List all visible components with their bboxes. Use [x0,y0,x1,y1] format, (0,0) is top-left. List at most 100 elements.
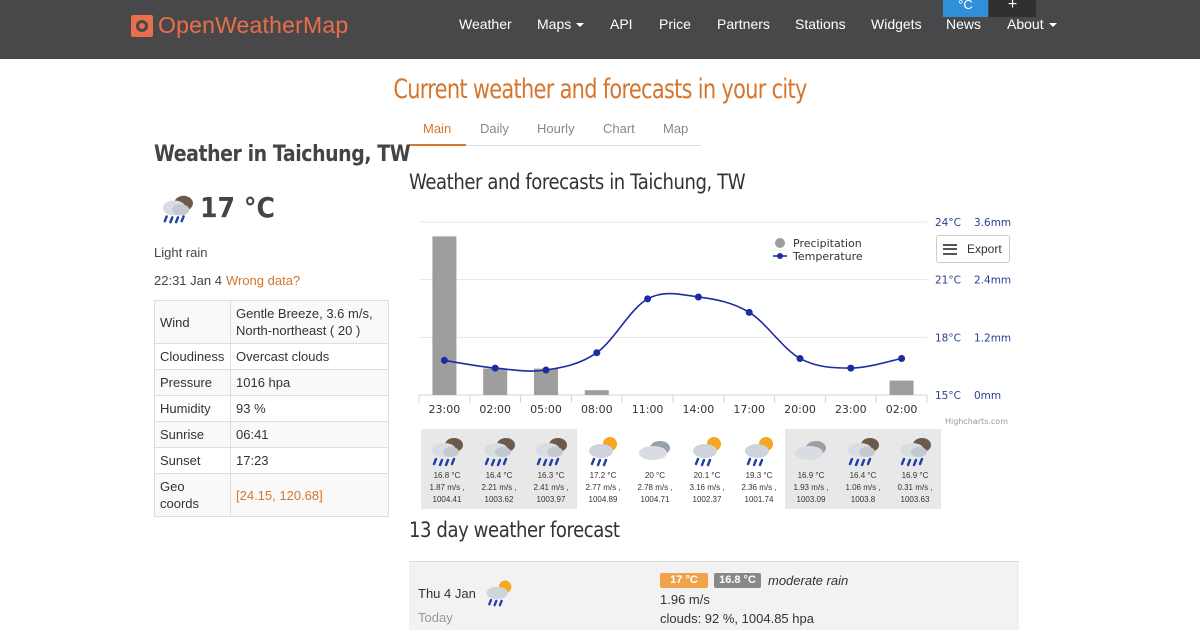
unit-celsius-button[interactable]: °C [943,0,988,17]
tab-daily[interactable]: Daily [480,121,509,136]
view-tabs: Main Daily Hourly Chart Map [409,118,701,146]
cloud-icon [795,441,826,460]
temperature-point[interactable] [644,295,652,303]
weather-params-table: Wind Gentle Breeze, 3.6 m/s, North-northe… [154,300,389,517]
table-row: Sunset 17:23 [154,447,389,474]
min-temp-badge: 16.8 °C [714,573,761,588]
table-row: Geo coords [24.15, 120.68] [154,473,389,517]
nav-about[interactable]: About [1007,16,1057,32]
temperature-point[interactable] [491,364,499,372]
param-value: 93 % [230,395,389,422]
tab-main[interactable]: Main [423,121,452,136]
page-title: Current weather and forecasts in your ci… [393,74,807,105]
day-date: Thu 4 Jan [418,586,476,601]
temperature-point[interactable] [440,356,448,364]
hourly-temp: 20 °C [644,471,666,480]
hourly-temp: 16.8 °C [433,471,461,480]
precipitation-bars [432,236,914,395]
menu-icon [943,243,957,255]
temperature-point[interactable] [796,354,804,362]
hourly-forecast-cell: 16.4 °C 2.21 m/s , 1003.62 [473,429,525,509]
nav-maps[interactable]: Maps [537,16,585,32]
hourly-wind: 2.78 m/s , [637,483,673,492]
chevron-down-icon [1048,23,1057,28]
list-item[interactable]: Thu 4 Jan Today 17 °C 16.8 °C moderate r… [409,561,1019,630]
weather-description: Light rain [154,245,208,260]
temperature-point[interactable] [898,354,906,362]
precipitation-bar[interactable] [584,390,609,395]
legend-temperature[interactable]: Temperature [792,250,863,263]
day-sub-label: Today [418,610,453,625]
rain-cloud-icon [900,438,931,467]
hourly-temp: 19.3 °C [745,471,773,480]
param-value: 17:23 [230,447,389,474]
tab-hourly[interactable]: Hourly [537,121,575,136]
daily-forecast-title: 13 day weather forecast [409,518,620,542]
x-tick-label: 14:00 [683,403,715,416]
x-tick-label: 08:00 [581,403,613,416]
hourly-wind: 1.06 m/s , [845,483,881,492]
unit-toggle-button[interactable]: + [989,0,1036,17]
hourly-forecast-cell: 17.2 °C 2.77 m/s , 1004.89 [577,429,629,509]
top-navbar: OpenWeatherMap Weather Maps API Price Pa… [0,0,1200,59]
temperature-point[interactable] [847,364,855,372]
sun-logo-icon [131,14,153,37]
temperature-point[interactable] [745,308,753,316]
hourly-forecast-cell: 16.3 °C 2.41 m/s , 1003.97 [525,429,577,509]
nav-about-label: About [1007,16,1044,32]
y-axis-labels: 15°C 0mm 18°C 1.2mm 21°C 2.4mm 24°C 3.6mm [935,217,1011,402]
hourly-pressure: 1001.74 [744,495,774,504]
rain-cloud-icon [848,438,879,467]
nav-maps-label: Maps [537,16,572,32]
nav-news[interactable]: News [946,16,982,32]
legend-precipitation[interactable]: Precipitation [793,237,862,250]
rain-cloud-icon [484,438,515,467]
param-key: Geo coords [154,473,231,517]
main-nav: Weather Maps API Price Partners Stations… [0,16,1200,36]
hourly-wind: 0.31 m/s , [897,483,933,492]
brand-logo[interactable]: OpenWeatherMap [131,12,348,39]
precipitation-bar[interactable] [889,380,914,395]
geo-coords-link[interactable]: [24.15, 120.68] [230,473,389,517]
current-temperature: 17 °C [200,191,275,224]
table-row: Humidity 93 % [154,395,389,422]
param-value: Overcast clouds [230,343,389,370]
param-key: Wind [154,300,231,344]
param-key: Pressure [154,369,231,396]
x-tick-label: 23:00 [835,403,867,416]
day-clouds: clouds: 92 %, 1004.85 hpa [660,611,814,626]
nav-stations[interactable]: Stations [795,16,846,32]
rain-cloud-icon [162,195,193,224]
temperature-point[interactable] [542,366,550,374]
chart-title: Weather and forecasts in Taichung, TW [409,170,746,194]
nav-partners[interactable]: Partners [717,16,770,32]
observation-time: 22:31 Jan 4 Wrong data? [154,273,300,288]
export-button[interactable]: Export [936,235,1010,263]
param-key: Sunrise [154,421,231,448]
wrong-data-link[interactable]: Wrong data? [225,273,301,288]
hourly-pressure: 1003.63 [900,495,930,504]
hourly-temp: 17.2 °C [589,471,617,480]
tab-map[interactable]: Map [663,121,689,136]
tab-chart[interactable]: Chart [603,121,635,136]
nav-weather[interactable]: Weather [459,16,512,32]
nav-price[interactable]: Price [659,16,691,32]
hourly-pressure: 1003.62 [484,495,514,504]
nav-widgets[interactable]: Widgets [871,16,922,32]
temperature-point[interactable] [593,349,601,357]
temperature-point[interactable] [694,293,702,301]
hourly-temp: 16.4 °C [485,471,513,480]
hourly-forecast-cell: 20.1 °C 3.16 m/s , 1002.37 [681,429,733,509]
x-tick-label: 20:00 [784,403,816,416]
precipitation-bar[interactable] [483,368,508,395]
hourly-pressure: 1003.8 [850,495,876,504]
max-temp-badge: 17 °C [660,573,708,588]
param-key: Humidity [154,395,231,422]
chart-credit[interactable]: Highcharts.com [945,417,1008,426]
precipitation-bar[interactable] [432,236,457,395]
hourly-pressure: 1003.97 [536,495,566,504]
chevron-down-icon [576,23,585,28]
y-right-tick-label: 3.6mm [974,217,1011,229]
hourly-wind: 2.41 m/s , [533,483,569,492]
nav-api[interactable]: API [610,16,633,32]
